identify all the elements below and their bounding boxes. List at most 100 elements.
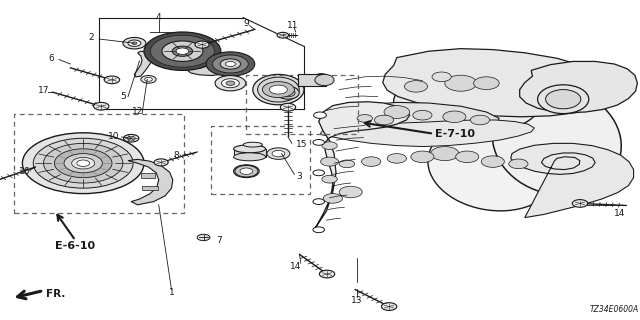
Polygon shape [320, 120, 534, 147]
Polygon shape [511, 143, 634, 218]
Ellipse shape [253, 75, 304, 105]
Circle shape [374, 115, 394, 125]
Text: 8: 8 [173, 151, 179, 160]
Circle shape [64, 154, 102, 173]
Bar [246, 75, 358, 134]
Text: 3: 3 [297, 172, 302, 181]
Circle shape [127, 136, 135, 140]
Circle shape [197, 234, 210, 241]
Circle shape [321, 157, 339, 166]
Text: E-7-10: E-7-10 [435, 129, 476, 139]
Text: 9: 9 [244, 19, 249, 28]
Circle shape [470, 115, 490, 125]
Circle shape [221, 79, 239, 88]
Circle shape [413, 110, 432, 120]
Circle shape [404, 81, 428, 92]
Circle shape [315, 74, 328, 80]
Circle shape [357, 115, 372, 122]
Circle shape [225, 61, 236, 67]
Circle shape [572, 200, 588, 207]
Ellipse shape [428, 122, 557, 211]
Text: 5: 5 [120, 92, 125, 101]
Circle shape [145, 77, 152, 81]
Ellipse shape [234, 165, 259, 178]
Text: 1: 1 [169, 288, 174, 297]
Polygon shape [128, 159, 173, 205]
Bar [211, 126, 310, 194]
Circle shape [226, 81, 235, 85]
Text: 17: 17 [38, 86, 49, 95]
Circle shape [235, 165, 258, 177]
Ellipse shape [492, 86, 621, 195]
Bar [141, 173, 155, 178]
Circle shape [206, 52, 255, 76]
Circle shape [313, 170, 324, 176]
Circle shape [322, 175, 337, 183]
Bar [234, 149, 266, 157]
Polygon shape [314, 102, 410, 230]
Circle shape [150, 35, 214, 67]
Circle shape [215, 76, 246, 91]
Circle shape [128, 40, 141, 46]
Text: 12: 12 [132, 108, 143, 116]
Circle shape [411, 151, 434, 163]
Ellipse shape [315, 74, 334, 85]
Polygon shape [134, 51, 152, 77]
Circle shape [77, 160, 90, 166]
Circle shape [124, 134, 139, 142]
Circle shape [456, 151, 479, 163]
Text: 11: 11 [287, 21, 299, 30]
Ellipse shape [234, 153, 266, 161]
Polygon shape [187, 60, 236, 76]
Circle shape [474, 77, 499, 90]
Ellipse shape [234, 145, 266, 153]
Ellipse shape [545, 90, 581, 109]
Bar [14, 114, 184, 213]
Circle shape [212, 55, 248, 73]
Circle shape [132, 42, 137, 44]
Circle shape [54, 149, 112, 178]
Circle shape [141, 76, 156, 83]
Circle shape [269, 85, 287, 94]
Circle shape [195, 41, 209, 48]
Text: TZ34E0600A: TZ34E0600A [589, 305, 639, 314]
Text: 6: 6 [49, 54, 54, 63]
Ellipse shape [277, 86, 300, 99]
Circle shape [314, 112, 326, 118]
Circle shape [323, 194, 342, 203]
Circle shape [262, 82, 294, 98]
Circle shape [22, 133, 144, 194]
Circle shape [93, 102, 109, 110]
Circle shape [172, 46, 193, 56]
Circle shape [272, 150, 285, 157]
Circle shape [313, 199, 324, 204]
Polygon shape [326, 102, 499, 134]
Circle shape [313, 227, 324, 233]
Text: 4: 4 [156, 13, 161, 22]
Polygon shape [520, 61, 637, 113]
Circle shape [104, 76, 120, 84]
Circle shape [277, 32, 289, 38]
Circle shape [313, 140, 324, 145]
Circle shape [481, 156, 504, 167]
Circle shape [220, 59, 241, 69]
Circle shape [33, 138, 133, 188]
Circle shape [319, 270, 335, 278]
Circle shape [267, 148, 290, 159]
Text: 2: 2 [89, 33, 94, 42]
Circle shape [445, 75, 477, 91]
Text: 14: 14 [614, 209, 625, 218]
Circle shape [322, 142, 337, 149]
Circle shape [509, 159, 528, 169]
Circle shape [443, 111, 466, 123]
Polygon shape [383, 49, 614, 117]
Circle shape [339, 186, 362, 198]
Ellipse shape [281, 89, 295, 97]
Circle shape [431, 147, 459, 161]
Ellipse shape [538, 85, 589, 114]
Text: 7: 7 [216, 236, 221, 245]
Circle shape [176, 48, 189, 54]
Text: 13: 13 [351, 296, 363, 305]
Circle shape [339, 160, 355, 168]
Text: E-6-10: E-6-10 [56, 241, 95, 251]
